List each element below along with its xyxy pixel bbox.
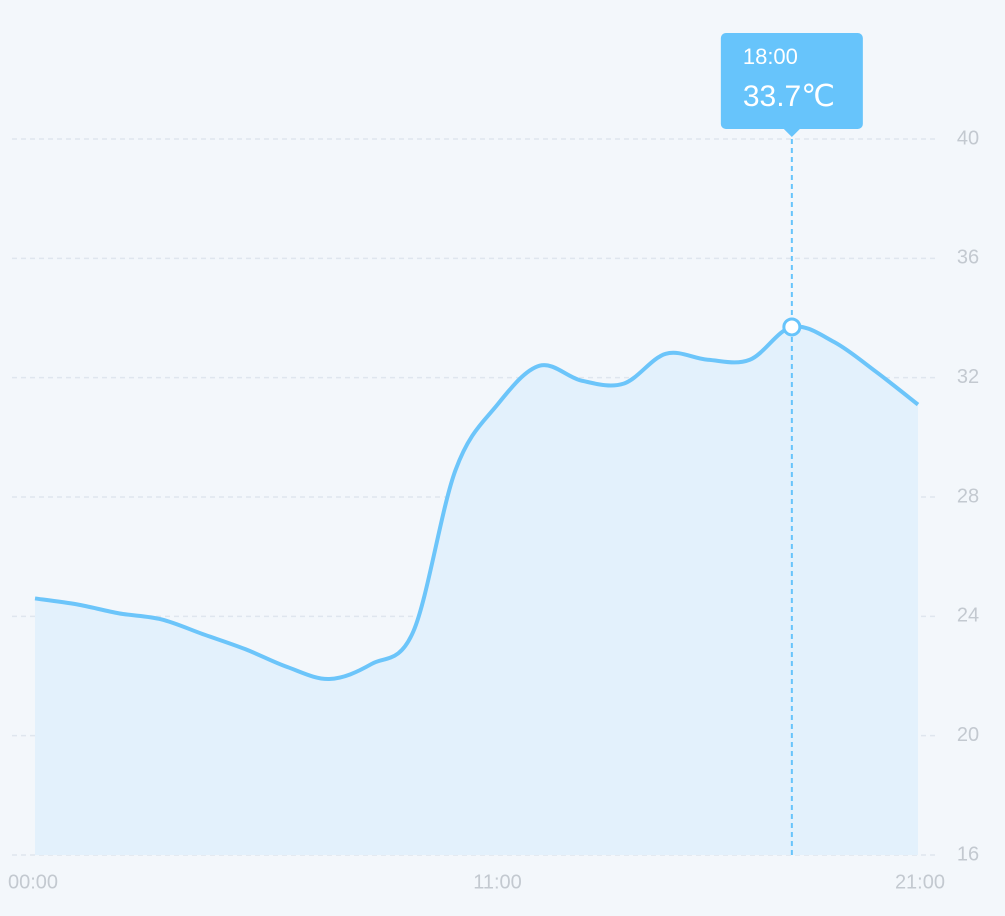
- tooltip-point: [782, 317, 802, 337]
- y-tick-label: 24: [957, 605, 979, 627]
- area: [35, 326, 918, 855]
- tooltip-value: 33.7℃: [743, 80, 835, 113]
- y-tick-label: 40: [957, 127, 979, 149]
- y-tick-label: 32: [957, 366, 979, 388]
- y-tick-label: 16: [957, 843, 979, 865]
- tooltip-box: [720, 33, 863, 137]
- x-tick-label: 21:00: [895, 871, 945, 893]
- tooltip-label: 18:00: [743, 44, 798, 69]
- y-tick-label: 36: [957, 247, 979, 269]
- x-tick-label: 00:00: [8, 871, 58, 893]
- y-tick-label: 20: [957, 724, 979, 746]
- y-tick-label: 28: [957, 485, 979, 507]
- line: [34, 324, 920, 681]
- x-tick-label: 11:00: [473, 871, 522, 893]
